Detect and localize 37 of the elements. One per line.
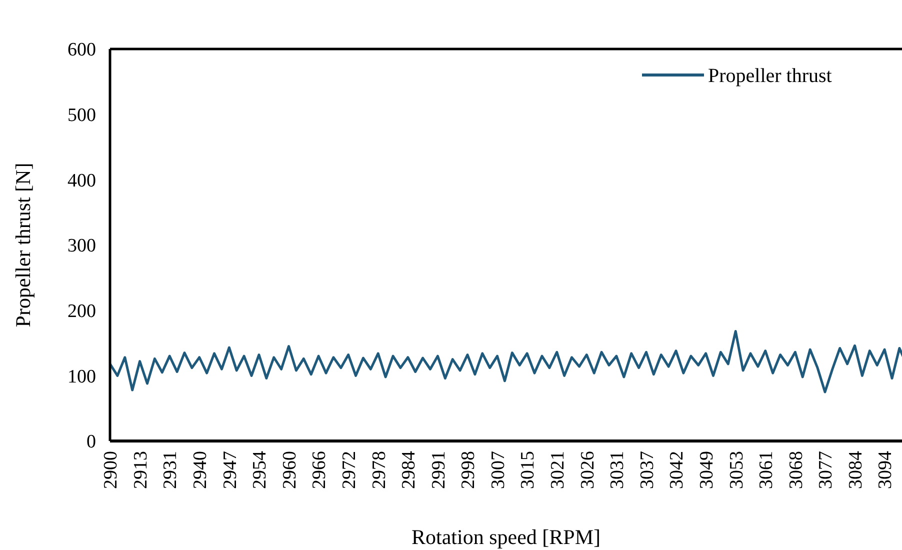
x-tick-label: 2947 [220,451,241,489]
x-tick-label: 2998 [458,451,480,489]
y-tick-label: 600 [68,40,96,61]
legend-label: Propeller thrust [708,65,832,87]
y-tick-label: 100 [68,366,96,388]
y-tick-label: 200 [68,300,96,322]
x-tick-label: 2984 [398,450,420,489]
x-tick-label: 2966 [309,451,330,489]
y-tick-label: 0 [86,432,96,453]
y-tick-label: 500 [68,104,96,126]
x-tick-label: 2913 [130,451,152,489]
x-tick-label: 3015 [518,451,539,489]
x-tick-label: 2954 [250,450,271,489]
x-tick-label: 2991 [428,451,450,489]
x-axis-title: Rotation speed [RPM] [412,525,600,549]
x-tick-label: 3077 [816,451,837,489]
x-tick-label: 3084 [845,450,866,489]
x-tick-label: 2960 [279,451,300,489]
x-tick-label: 3021 [548,451,569,489]
x-tick-label: 3049 [696,451,718,489]
x-tick-label: 3007 [488,451,509,489]
x-tick-label: 3031 [607,451,628,489]
x-tick-label: 3094 [875,450,896,489]
x-tick-label: 2900 [100,451,122,489]
x-tick-label: 2940 [190,451,212,489]
x-tick-label: 2972 [338,451,360,489]
x-tick-label: 3026 [577,451,598,489]
y-axis-title: Propeller thrust [N] [11,162,35,328]
x-tick-label: 3061 [756,451,778,489]
x-tick-label: 3053 [726,451,748,489]
y-tick-label: 300 [68,236,96,257]
y-tick-label: 400 [68,170,96,192]
x-tick-label: 3037 [636,451,658,489]
x-tick-label: 3042 [666,451,688,489]
x-tick-label: 2978 [368,451,390,489]
x-tick-label: 3068 [786,451,807,489]
x-tick-label: 2931 [160,451,182,489]
